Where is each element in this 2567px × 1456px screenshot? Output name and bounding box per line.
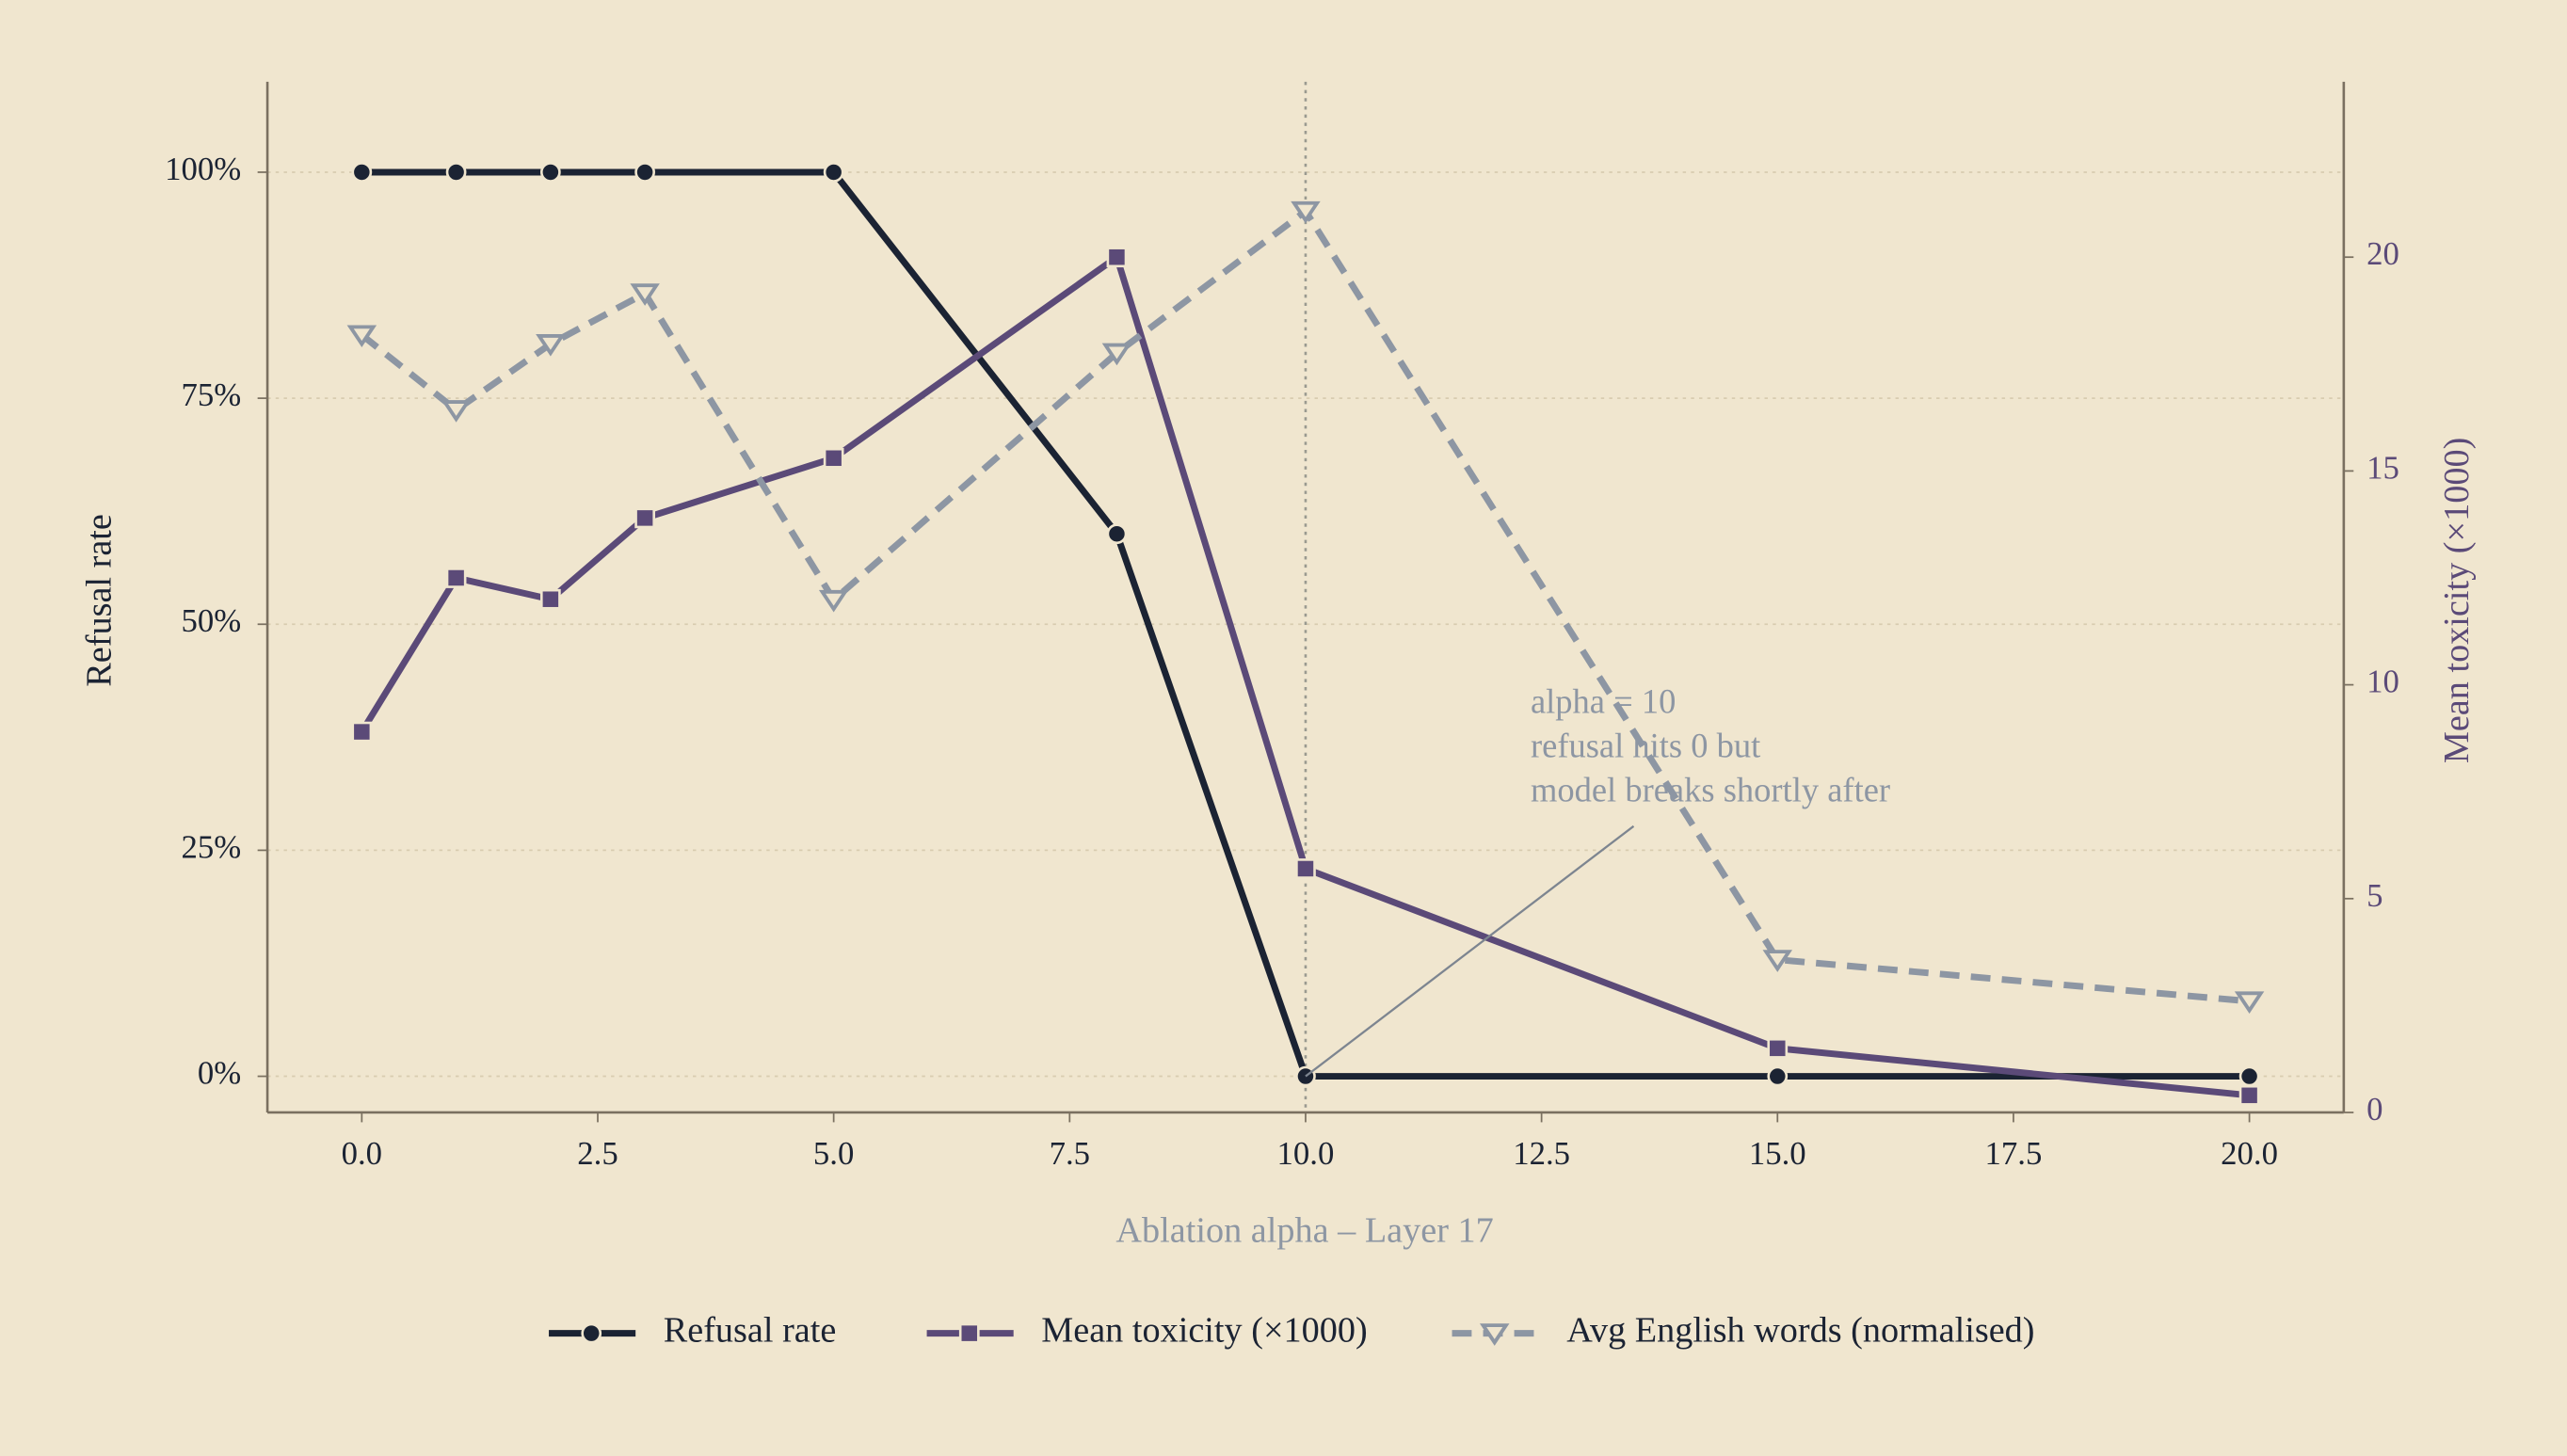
x-tick-label: 12.5: [1513, 1135, 1570, 1172]
x-tick-label: 2.5: [577, 1135, 618, 1172]
annotation-text: refusal hits 0 but: [1531, 726, 1760, 764]
data-point: [441, 400, 472, 423]
y-tick-label: 50%: [182, 602, 242, 639]
data-point: [540, 588, 561, 610]
y-tick-label: 0%: [198, 1055, 241, 1092]
data-point: [1106, 523, 1128, 545]
annotation-arrow: [1305, 824, 1635, 1078]
data-point: [351, 721, 373, 743]
x-tick-label: 0.0: [342, 1135, 382, 1172]
data-point: [351, 162, 373, 183]
data-point: [536, 334, 566, 357]
data-point: [2238, 1084, 2260, 1106]
y2-tick-label: 5: [2366, 877, 2382, 914]
data-point: [1106, 247, 1128, 268]
y2-tick-label: 10: [2366, 664, 2399, 700]
data-point: [445, 162, 467, 183]
x-tick-label: 17.5: [1985, 1135, 2043, 1172]
x-tick-label: 5.0: [813, 1135, 854, 1172]
y-axis-label: Refusal rate: [79, 514, 119, 687]
legend-marker: [958, 1322, 980, 1344]
y2-tick-label: 0: [2366, 1091, 2382, 1128]
data-point: [540, 162, 561, 183]
legend-label: Avg English words (normalised): [1566, 1310, 2034, 1350]
data-point: [346, 325, 377, 348]
data-point: [818, 589, 849, 613]
x-tick-label: 10.0: [1277, 1135, 1335, 1172]
legend-label: Mean toxicity (×1000): [1041, 1310, 1367, 1350]
annotation-text: model breaks shortly after: [1531, 770, 1890, 808]
legend-marker: [1479, 1323, 1510, 1346]
data-point: [823, 162, 844, 183]
data-point: [445, 568, 467, 588]
data-point: [1295, 858, 1316, 879]
data-point: [823, 447, 844, 469]
y2-axis-label: Mean toxicity (×1000): [2437, 438, 2477, 763]
y2-tick-label: 15: [2366, 449, 2399, 486]
legend-marker: [581, 1322, 602, 1344]
data-point: [634, 507, 655, 529]
data-point: [634, 162, 655, 183]
annotation-text: alpha = 10: [1531, 682, 1676, 721]
legend-label: Refusal rate: [664, 1310, 837, 1350]
y-tick-label: 100%: [165, 151, 241, 187]
x-tick-label: 20.0: [2221, 1135, 2278, 1172]
x-tick-label: 7.5: [1050, 1135, 1090, 1172]
x-tick-label: 15.0: [1749, 1135, 1806, 1172]
y-tick-label: 25%: [182, 828, 242, 865]
data-point: [630, 283, 660, 306]
data-point: [1762, 950, 1793, 972]
data-point: [2234, 991, 2265, 1015]
data-point: [1101, 343, 1132, 366]
data-point: [1291, 200, 1321, 224]
y-tick-label: 75%: [182, 376, 242, 413]
y2-tick-label: 20: [2366, 235, 2399, 272]
data-point: [2238, 1065, 2260, 1087]
data-point: [1767, 1037, 1789, 1059]
x-axis-label: Ablation alpha – Layer 17: [1115, 1210, 1493, 1250]
data-point: [1767, 1065, 1789, 1087]
